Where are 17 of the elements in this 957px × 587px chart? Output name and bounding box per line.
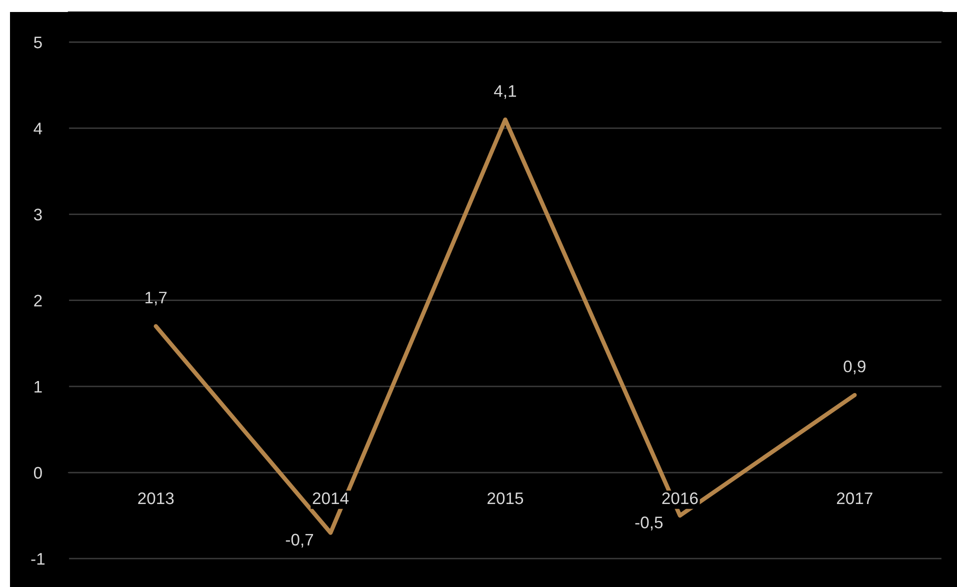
y-tick-label: 1: [34, 381, 42, 392]
x-tick-label: 2016: [662, 492, 698, 504]
y-tick-label: -1: [31, 553, 45, 565]
x-tick-label: 2015: [488, 492, 524, 504]
y-tick-label: 5: [34, 36, 42, 48]
y-tick-label: 4: [34, 122, 42, 134]
data-label: 0,9: [844, 360, 866, 374]
x-tick-label: 2014: [312, 492, 349, 504]
y-tick-label: 2: [34, 294, 42, 306]
x-tick-label: 2017: [836, 492, 872, 504]
data-label: 4,1: [494, 85, 516, 99]
data-label: -0,7: [286, 534, 314, 548]
data-label: 1,7: [146, 292, 167, 306]
data-label: -0,5: [635, 516, 663, 530]
y-tick-label: 3: [34, 208, 42, 220]
y-tick-label: 0: [34, 466, 42, 479]
x-tick-label: 2013: [138, 492, 174, 504]
